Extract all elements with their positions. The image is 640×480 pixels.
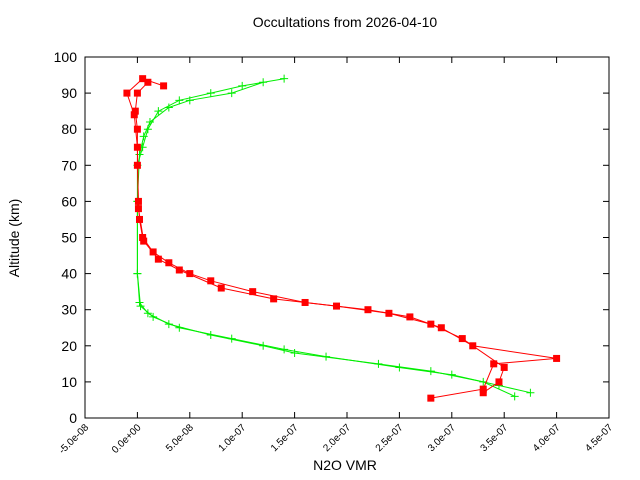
point (227, 334, 236, 343)
point (526, 388, 535, 397)
point (333, 302, 341, 310)
point (144, 78, 152, 86)
point (427, 394, 435, 402)
point (280, 345, 289, 354)
y-tick-label: 40 (61, 266, 77, 282)
point (134, 205, 142, 213)
point (154, 107, 163, 116)
point (238, 81, 247, 90)
x-tick-label: 3.0e-07 (426, 422, 458, 454)
point (133, 143, 141, 151)
y-tick-label: 60 (61, 193, 77, 209)
x-tick-label: 0.0e+00 (110, 422, 144, 456)
point (406, 313, 414, 321)
point (135, 150, 144, 159)
point (479, 385, 487, 393)
point (164, 103, 173, 112)
point (131, 107, 139, 115)
y-tick-label: 30 (61, 302, 77, 318)
point (143, 309, 152, 318)
profile-line (134, 81, 557, 399)
point (490, 360, 498, 368)
point (185, 96, 194, 105)
point (206, 89, 215, 98)
x-tick-label: 3.5e-07 (479, 422, 511, 454)
point (259, 78, 268, 87)
point (217, 284, 225, 292)
x-tick-label: 5.0e-08 (164, 422, 196, 454)
x-tick-label: 1.5e-07 (269, 422, 301, 454)
y-tick-label: 70 (61, 157, 77, 173)
point (364, 306, 372, 314)
point (175, 266, 183, 274)
x-tick-label: 1.0e-07 (217, 422, 249, 454)
point (135, 215, 143, 223)
point (495, 378, 503, 386)
point (447, 370, 456, 379)
y-tick-label: 50 (61, 230, 77, 246)
point (249, 288, 257, 296)
point (133, 125, 141, 133)
point (130, 111, 138, 119)
point (207, 277, 215, 285)
point (175, 96, 184, 105)
point (133, 89, 141, 97)
point (145, 117, 154, 126)
point (458, 335, 466, 343)
point (160, 82, 168, 90)
point (479, 389, 487, 397)
point (510, 392, 519, 401)
point (175, 323, 184, 332)
point (139, 132, 148, 141)
point (427, 320, 435, 328)
point (186, 270, 194, 278)
point (133, 269, 142, 278)
x-axis-label: N2O VMR (313, 457, 377, 473)
y-tick-label: 0 (69, 410, 77, 426)
point (385, 309, 393, 317)
x-tick-label: 2.0e-07 (321, 422, 353, 454)
x-tick-label: -5.0e-08 (57, 422, 91, 456)
chart-title: Occultations from 2026-04-10 (253, 14, 438, 30)
point (123, 89, 131, 97)
point (553, 354, 561, 362)
point (149, 312, 158, 321)
x-tick-label: 4.5e-07 (583, 422, 615, 454)
point (395, 363, 404, 372)
y-axis-label: Altitude (km) (6, 199, 22, 278)
profile-line (126, 78, 505, 394)
point (437, 324, 445, 332)
y-tick-label: 100 (54, 49, 78, 65)
point (136, 302, 145, 311)
point (280, 74, 289, 83)
y-tick-label: 80 (61, 121, 77, 137)
point (140, 237, 148, 245)
point (270, 295, 278, 303)
x-tick-label: 2.5e-07 (374, 422, 406, 454)
point (227, 89, 236, 98)
y-tick-label: 90 (61, 85, 77, 101)
point (500, 363, 508, 371)
profile-line (136, 78, 515, 397)
point (165, 259, 173, 267)
x-tick-label: 4.0e-07 (531, 422, 563, 454)
point (139, 75, 147, 83)
y-tick-label: 10 (61, 374, 77, 390)
point (154, 255, 162, 263)
point (322, 352, 331, 361)
point (290, 349, 299, 358)
y-tick-label: 20 (61, 338, 77, 354)
